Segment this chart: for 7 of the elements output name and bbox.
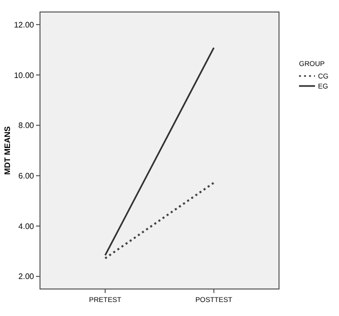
y-tick-label: 12.00 <box>14 20 35 30</box>
y-tick-label: 6.00 <box>18 171 35 180</box>
y-tick-label: 2.00 <box>18 272 35 282</box>
y-axis-title: MDT MEANS <box>3 126 12 175</box>
y-tick-label: 4.00 <box>18 222 35 231</box>
y-tick-label: 8.00 <box>18 121 35 130</box>
y-tick-label: 10.00 <box>14 70 35 80</box>
